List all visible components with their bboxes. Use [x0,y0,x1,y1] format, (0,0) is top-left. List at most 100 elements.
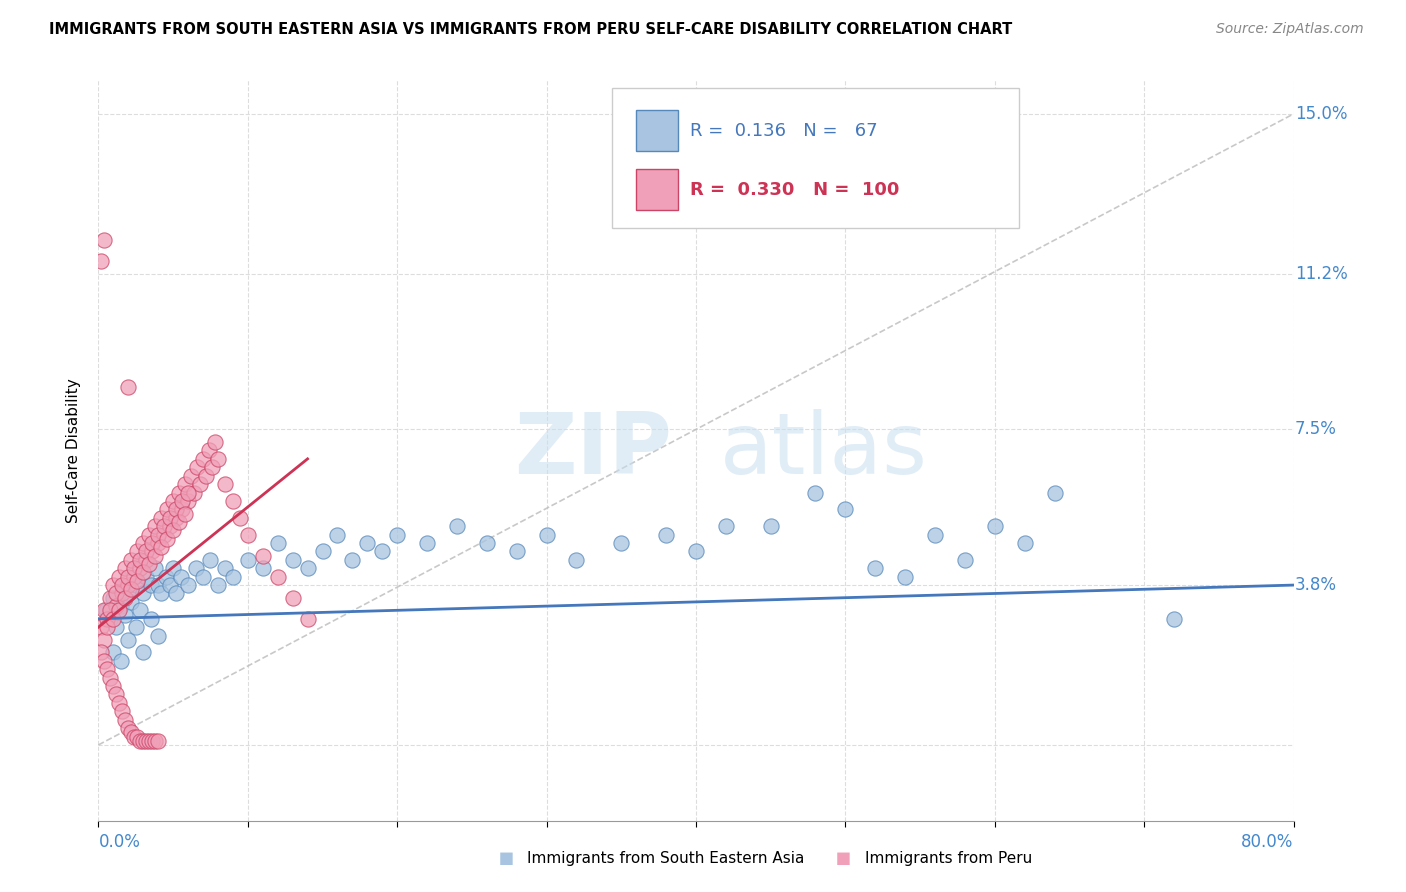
Point [132,586,155,600]
Point [148,527,170,541]
Point [150,510,173,524]
Point [132,536,155,550]
Point [93,654,115,668]
Point [148,536,170,550]
Point [105,599,128,613]
Text: Immigrants from South Eastern Asia: Immigrants from South Eastern Asia [527,851,804,865]
Text: 80.0%: 80.0% [1241,833,1294,851]
Point [124,730,146,744]
Point [172,494,194,508]
Point [139,612,162,626]
Point [127,730,149,744]
Point [169,569,191,583]
Point [159,519,181,533]
Point [117,569,139,583]
Point [111,704,134,718]
Point [103,578,125,592]
Point [385,527,409,541]
Point [110,654,132,668]
Point [96,612,118,626]
Point [188,477,211,491]
Point [120,582,142,597]
Point [96,662,118,676]
Point [252,549,274,563]
Point [129,733,152,747]
Point [125,578,148,592]
Point [148,578,170,592]
Point [174,507,197,521]
Point [565,553,588,567]
Point [148,733,170,747]
Point [138,557,160,571]
Point [103,679,125,693]
Point [127,544,149,558]
Point [759,519,782,533]
Point [180,468,202,483]
Point [167,485,190,500]
Point [103,612,125,626]
Text: ▪: ▪ [835,847,852,870]
Point [201,460,224,475]
Point [222,569,245,583]
Point [153,519,176,533]
Point [162,494,184,508]
Point [655,527,678,541]
Point [214,477,236,491]
Point [93,233,115,247]
Point [125,620,148,634]
Point [174,477,197,491]
Text: IMMIGRANTS FROM SOUTH EASTERN ASIA VS IMMIGRANTS FROM PERU SELF-CARE DISABILITY : IMMIGRANTS FROM SOUTH EASTERN ASIA VS IM… [49,22,1012,37]
Point [162,561,184,575]
Point [267,536,290,550]
Point [129,561,152,575]
Point [162,524,184,538]
Point [141,544,163,558]
Point [416,536,439,550]
Point [195,468,218,483]
Point [120,553,142,567]
Point [804,485,827,500]
Point [120,595,142,609]
Point [98,612,122,626]
Point [156,502,179,516]
Point [165,586,187,600]
Point [96,620,118,634]
Point [1163,612,1185,626]
Point [98,603,122,617]
Point [204,435,226,450]
Point [446,519,468,533]
Point [114,713,136,727]
FancyBboxPatch shape [637,110,678,151]
Point [135,569,157,583]
Point [281,591,304,605]
Point [143,519,166,533]
Point [536,527,558,541]
Text: R =  0.136   N =   67: R = 0.136 N = 67 [690,121,877,140]
Point [183,485,205,500]
Point [103,591,125,605]
Text: ZIP: ZIP [515,409,672,492]
Point [90,254,112,268]
Point [610,536,633,550]
Point [127,574,149,588]
Point [120,725,142,739]
Point [117,632,139,647]
Point [124,569,146,583]
Point [984,519,1007,533]
Point [90,645,112,659]
Point [135,544,157,558]
Point [267,569,290,583]
Point [207,578,229,592]
Point [159,578,181,592]
Y-axis label: Self-Care Disability: Self-Care Disability [66,378,82,523]
Point [135,553,157,567]
Point [236,553,259,567]
Point [143,561,166,575]
Point [139,578,162,592]
Point [186,460,208,475]
Point [214,561,236,575]
Point [150,586,173,600]
Point [297,612,319,626]
Point [685,544,707,558]
Point [105,620,128,634]
